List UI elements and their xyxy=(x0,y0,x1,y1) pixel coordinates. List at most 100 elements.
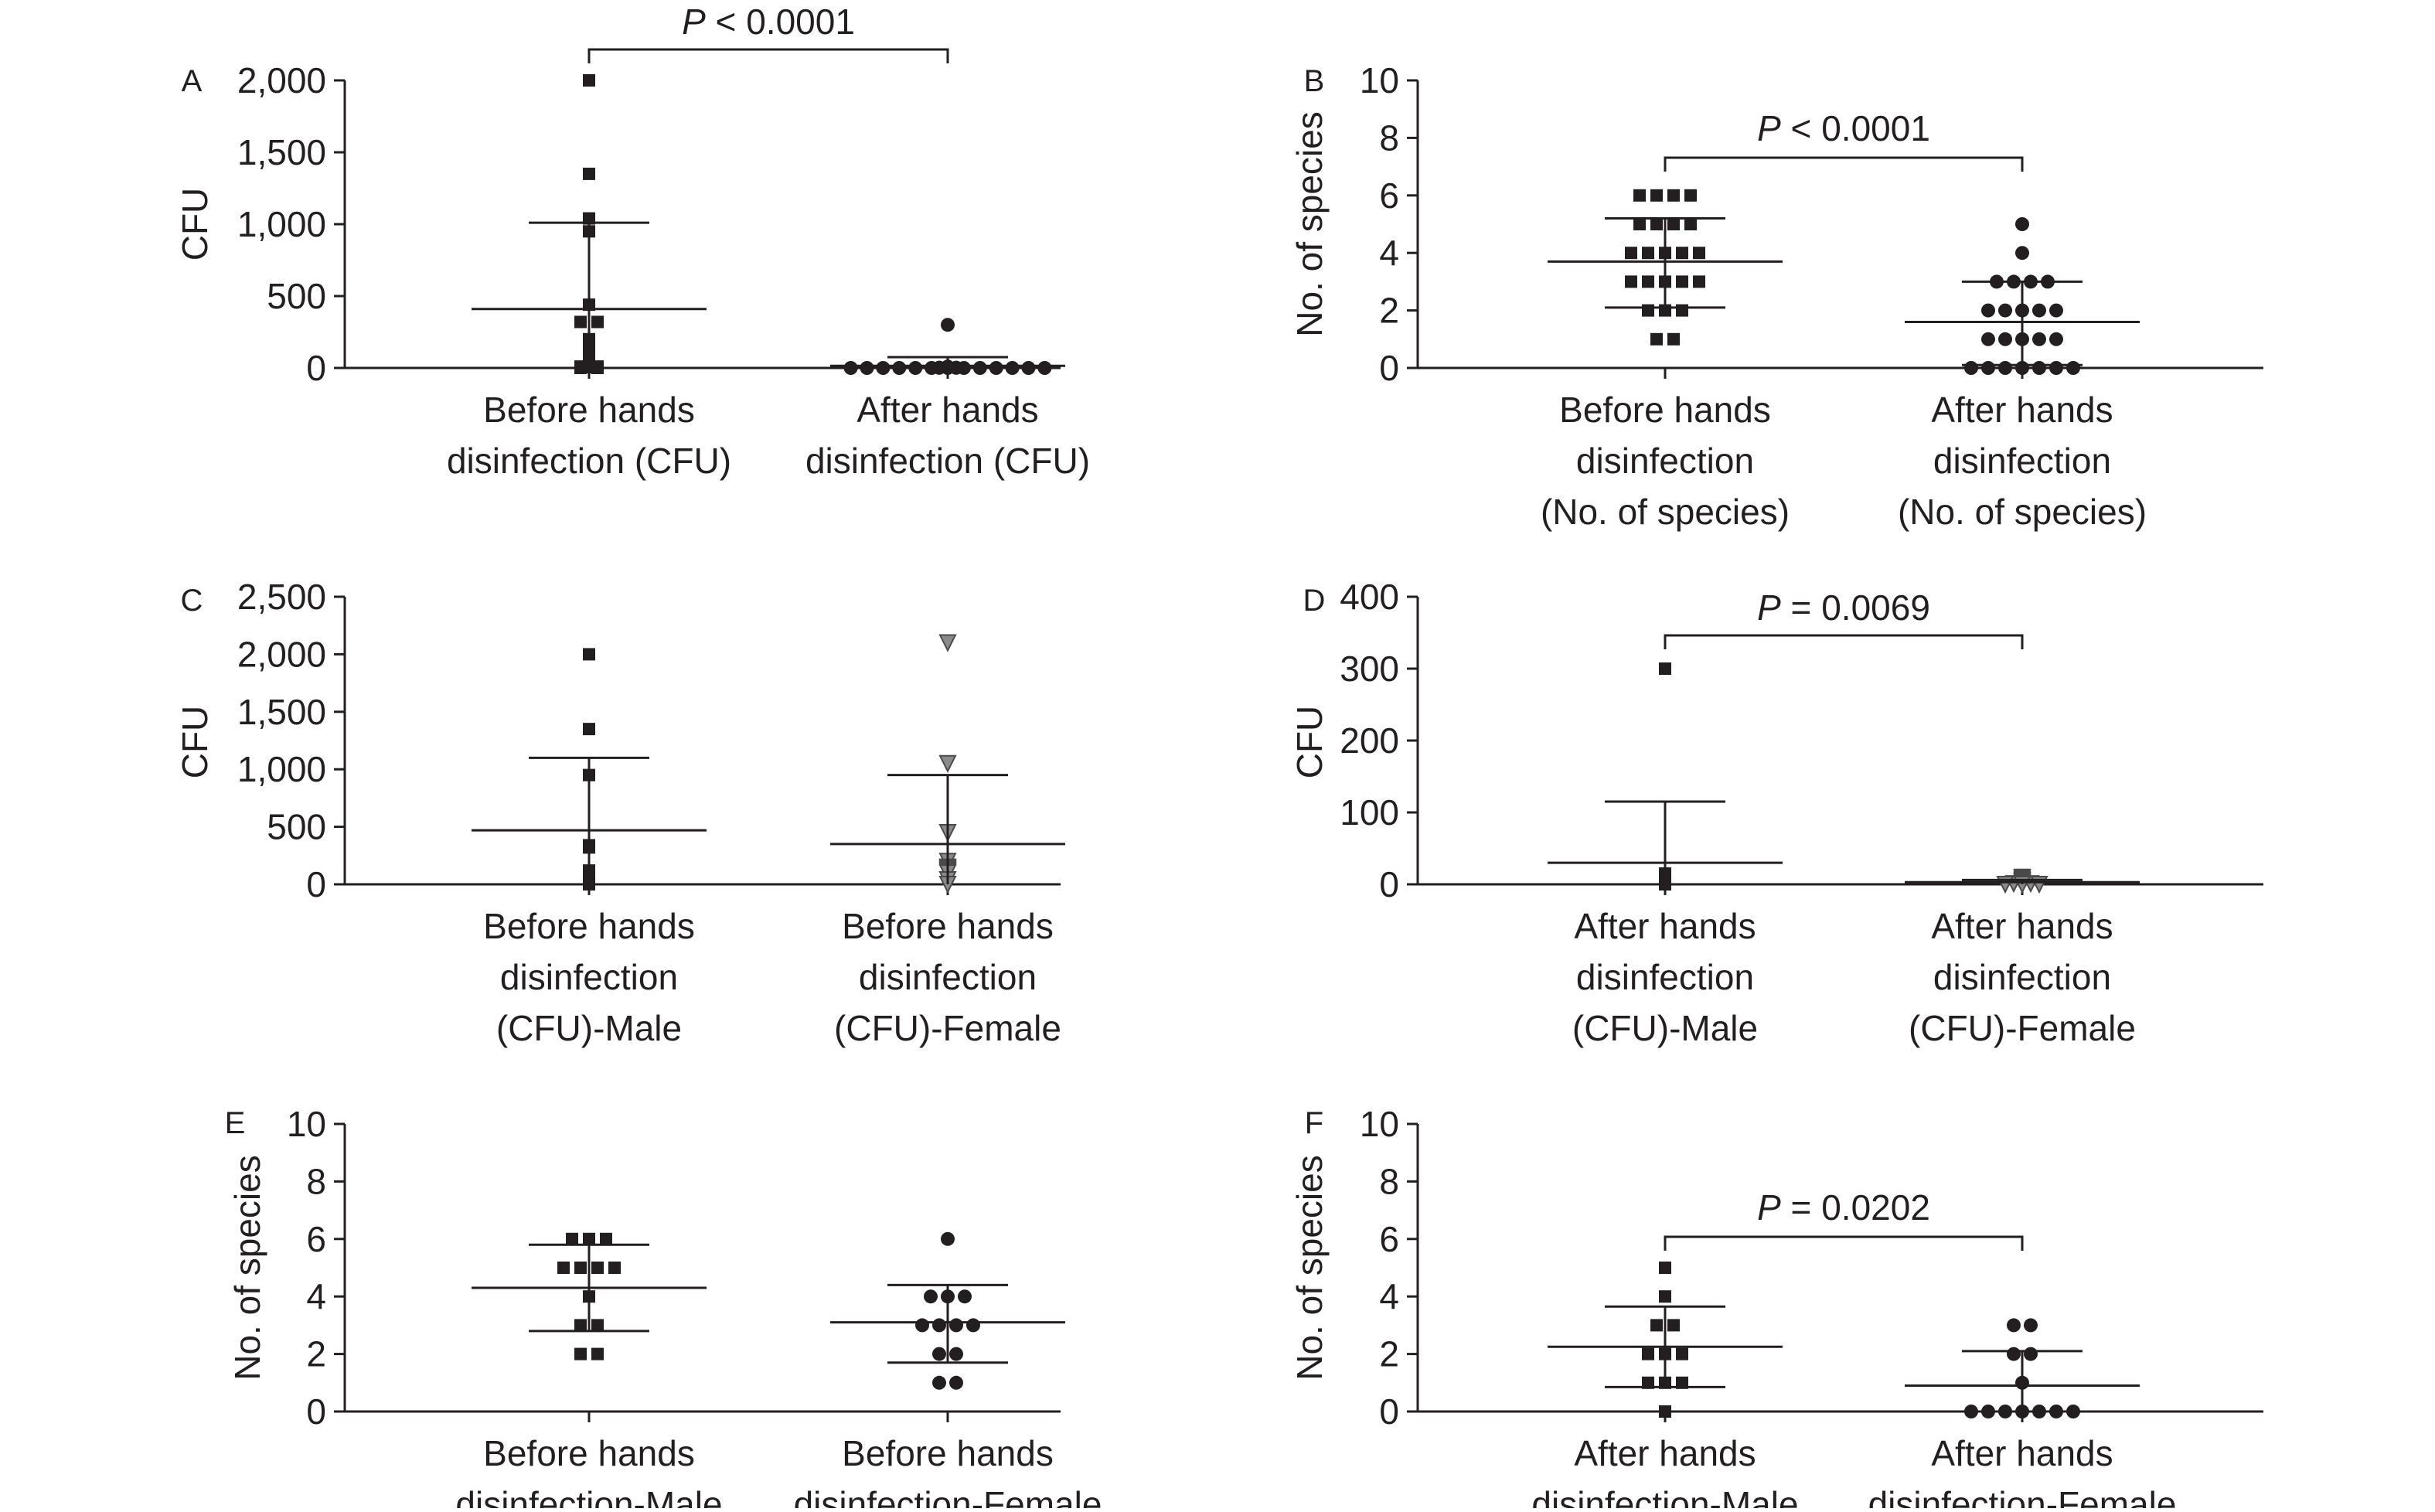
panel-c-y-tick-label: 1,000 xyxy=(237,749,326,789)
panel-e-y-tick-label: 2 xyxy=(306,1334,326,1374)
panel-e-data-point xyxy=(949,1347,963,1361)
panel-a-y-tick-label: 2,000 xyxy=(237,60,326,100)
panel-d-significance-bracket xyxy=(1664,634,2024,649)
panel-b-data-point xyxy=(1625,275,1637,288)
panel-e-y-tick-label: 10 xyxy=(287,1104,326,1144)
panel-f-y-tick-label: 10 xyxy=(1360,1104,1399,1144)
panel-f-data-point xyxy=(1659,1262,1671,1274)
panel-c-category-label: disinfection xyxy=(859,957,1037,997)
panel-f-data-point xyxy=(1659,1405,1671,1418)
panel-d-y-tick-label: 0 xyxy=(1379,864,1399,904)
panel-a-data-point xyxy=(583,212,595,225)
panel-b-data-point xyxy=(1667,189,1680,202)
panel-a-y-tick-label: 500 xyxy=(267,276,326,316)
panel-d-p-text: = 0.0069 xyxy=(1781,587,1930,628)
panel-f-y-tick-label: 8 xyxy=(1379,1161,1399,1201)
panel-a-data-point xyxy=(925,361,939,375)
panel-f-data-point xyxy=(1998,1405,2012,1418)
panel-e-data-point xyxy=(583,1232,595,1245)
panel-b-letter: B xyxy=(1304,64,1325,98)
panel-f-y-axis-title: No. of species xyxy=(1289,1155,1330,1380)
panel-b-data-point xyxy=(1964,361,1978,375)
panel-c-category-label: (CFU)-Female xyxy=(834,1008,1061,1048)
panel-b-data-point xyxy=(1642,304,1654,317)
panel-c-data-point xyxy=(583,648,595,661)
panel-d-y-tick-label: 100 xyxy=(1340,792,1399,833)
panel-a-y-tick-label: 1,000 xyxy=(237,204,326,244)
panel-e-data-point xyxy=(932,1347,946,1361)
panel-e-category-label: Before hands xyxy=(842,1433,1054,1473)
panel-a-data-point xyxy=(892,361,907,375)
panel-e-y-tick-label: 4 xyxy=(306,1276,326,1316)
panel-b-data-point xyxy=(1684,189,1697,202)
panel-c-category-label: (CFU)-Male xyxy=(496,1008,682,1048)
panel-f-p-text: = 0.0202 xyxy=(1781,1187,1930,1228)
panel-a-data-point xyxy=(941,318,955,332)
panel-b-category-label: (No. of species) xyxy=(1541,492,1790,532)
panel-e-y-tick-label: 0 xyxy=(306,1391,326,1432)
panel-a-category-label: disinfection (CFU) xyxy=(447,441,731,481)
panel-e-data-point xyxy=(949,1375,963,1390)
panel-b-data-point xyxy=(1676,304,1688,317)
panel-b-data-point xyxy=(2015,246,2029,261)
panel-b-y-tick-label: 2 xyxy=(1379,291,1399,331)
panel-b-data-point xyxy=(1625,247,1637,260)
panel-b-data-point xyxy=(1684,218,1697,230)
panel-b-p-symbol: P xyxy=(1757,108,1781,148)
panel-e-data-point xyxy=(958,1289,972,1304)
panel-e-data-point xyxy=(600,1232,612,1245)
panel-a-data-point xyxy=(876,361,891,375)
panel-f-y-tick-label: 4 xyxy=(1379,1276,1399,1316)
panel-b-data-point xyxy=(1633,218,1646,230)
panel-e-y-tick-label: 8 xyxy=(306,1161,326,1201)
panel-e-data-point xyxy=(941,1231,955,1246)
panel-e-data-point xyxy=(915,1318,929,1333)
panel-c-y-tick-label: 0 xyxy=(306,864,326,904)
panel-f-data-point xyxy=(2049,1405,2063,1418)
panel-f-data-point xyxy=(1981,1405,1995,1418)
panel-f-data-point xyxy=(1659,1290,1671,1303)
panel-a-data-point xyxy=(574,315,587,329)
panel-e-data-point xyxy=(591,1262,604,1274)
panel-f-data-point xyxy=(1676,1347,1688,1360)
panel-c-y-tick-label: 2,500 xyxy=(237,577,326,617)
panel-c-letter: C xyxy=(181,584,203,618)
panel-f-data-point xyxy=(1650,1319,1663,1332)
panel-e-data-point xyxy=(924,1289,938,1304)
panel-a-y-axis-title: CFU xyxy=(175,188,215,261)
panel-b-data-point xyxy=(1667,332,1680,346)
panel-a-p-symbol: P xyxy=(682,2,706,42)
panel-e-data-point xyxy=(591,1319,604,1332)
panel-b-data-point xyxy=(2032,303,2046,318)
panel-b-y-tick-label: 6 xyxy=(1379,175,1399,216)
panel-c-data-point xyxy=(938,754,957,773)
panel-b-data-point xyxy=(1650,218,1663,230)
panel-d-category-label: (CFU)-Female xyxy=(1909,1008,2136,1048)
panel-b-p-value: P < 0.0001 xyxy=(1757,108,1930,148)
panel-e-category-label: disinfection-Female xyxy=(794,1484,1102,1508)
panel-b-category-label: disinfection xyxy=(1576,441,1754,481)
panel-a-data-point xyxy=(583,167,595,180)
panel-b-category-label: Before hands xyxy=(1559,390,1771,430)
panel-f-data-point xyxy=(2007,1318,2021,1333)
panel-f-data-point xyxy=(2024,1318,2038,1333)
panel-b-data-point xyxy=(2049,361,2063,375)
panel-a-data-point xyxy=(591,315,604,329)
panel-d-category-label: After hands xyxy=(1931,906,2113,946)
panel-e-letter: E xyxy=(225,1106,246,1140)
panel-b-data-point xyxy=(1981,303,1995,318)
panel-e-data-point xyxy=(591,1347,604,1360)
panel-d-y-tick-label: 300 xyxy=(1340,649,1399,689)
panel-b-data-point xyxy=(1667,218,1680,230)
panel-f-category-label: disinfection-Male xyxy=(1531,1484,1798,1508)
panel-e-data-point xyxy=(566,1232,578,1245)
panel-d-y-tick-label: 200 xyxy=(1340,720,1399,761)
panel-b-data-point xyxy=(1633,189,1646,202)
panel-b-data-point xyxy=(2049,303,2063,318)
panel-a-category-label: Before hands xyxy=(483,390,695,430)
panel-f-data-point xyxy=(2066,1405,2080,1418)
panel-f-data-point xyxy=(1642,1347,1654,1360)
panel-e-data-point xyxy=(932,1318,946,1333)
